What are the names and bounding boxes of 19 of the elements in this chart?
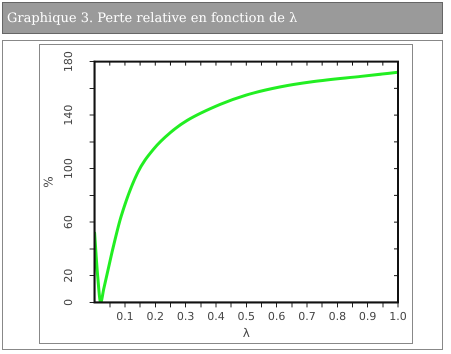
x-tick-label: 0.9 — [358, 310, 376, 323]
x-tick-label: 0.4 — [207, 310, 225, 323]
y-tick-label: 140 — [62, 104, 75, 126]
y-tick-label: 180 — [62, 51, 75, 72]
y-tick-label: 60 — [62, 215, 75, 230]
chart-title: Graphique 3. Perte relative en fonction de λ — [2, 2, 443, 34]
x-tick-label: 0.1 — [116, 310, 134, 323]
x-tick-label: 0.7 — [298, 310, 316, 323]
y-tick-label: 0 — [62, 298, 75, 306]
x-tick-label: 0.5 — [238, 310, 256, 323]
x-tick-label: 1.0 — [389, 310, 407, 323]
y-tick-label: 100 — [62, 158, 75, 180]
y-axis-title: % — [41, 176, 56, 188]
x-tick-label: 0.8 — [328, 310, 346, 323]
x-tick-label: 0.2 — [146, 310, 164, 323]
x-tick-label: 0.6 — [268, 310, 286, 323]
x-tick-label: 0.3 — [176, 310, 194, 323]
y-tick-label: 20 — [62, 268, 75, 283]
x-axis-title: λ — [242, 326, 250, 340]
